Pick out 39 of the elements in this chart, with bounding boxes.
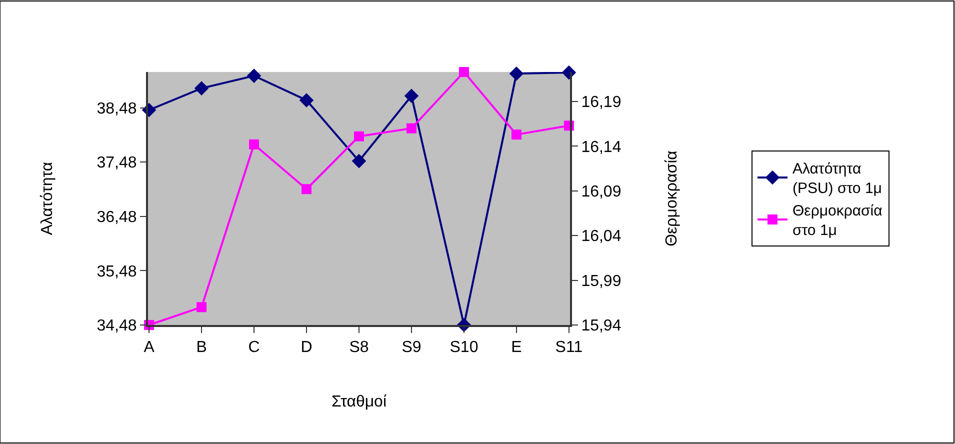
x-tick-label: S10: [450, 339, 478, 356]
x-tick-label: A: [144, 339, 155, 356]
point: [562, 65, 576, 80]
legend-label: Αλατότητα (PSU) στο 1μ: [792, 160, 882, 198]
y2-tick-label: 16,14: [581, 138, 622, 156]
point: [302, 184, 312, 194]
x-tick-label: D: [300, 339, 312, 356]
y-tick-label: 36,48: [96, 209, 137, 226]
y-tick-label: 35,48: [96, 263, 137, 280]
point: [249, 139, 260, 150]
y-tick-label: 38,48: [96, 100, 137, 118]
x-tick-label: E: [511, 339, 522, 356]
y-tick-label: 34,48: [96, 318, 137, 335]
point: [406, 123, 416, 134]
x-tick-label: C: [248, 339, 260, 356]
point: [458, 67, 469, 77]
x-axis-title: Σταθμοί: [331, 393, 387, 410]
y2-tick-label: 16,04: [581, 228, 622, 246]
y2-tick-label: 16,09: [581, 184, 622, 200]
y-axis-title: Αλατότητα: [39, 162, 56, 236]
x-tick-label: B: [196, 339, 207, 356]
legend-label: Θερμοκρασία στο 1μ: [792, 202, 883, 240]
point: [196, 302, 207, 312]
point: [194, 81, 209, 96]
y2-tick-label: 16,19: [581, 94, 622, 112]
x-tick-label: S11: [555, 339, 583, 356]
x-tick-label: S9: [402, 339, 422, 356]
x-tick-label: S8: [349, 339, 369, 356]
point: [511, 130, 522, 140]
point: [352, 154, 366, 168]
point: [509, 66, 524, 81]
point: [404, 88, 419, 104]
point: [354, 131, 364, 142]
y2-tick-label: 15,99: [581, 272, 622, 290]
point: [246, 68, 262, 83]
y2-axis-title: Θερμοκρασία: [664, 150, 681, 246]
point: [299, 93, 314, 108]
y-tick-label: 37,48: [96, 154, 137, 172]
y2-tick-label: 15,94: [581, 318, 622, 335]
